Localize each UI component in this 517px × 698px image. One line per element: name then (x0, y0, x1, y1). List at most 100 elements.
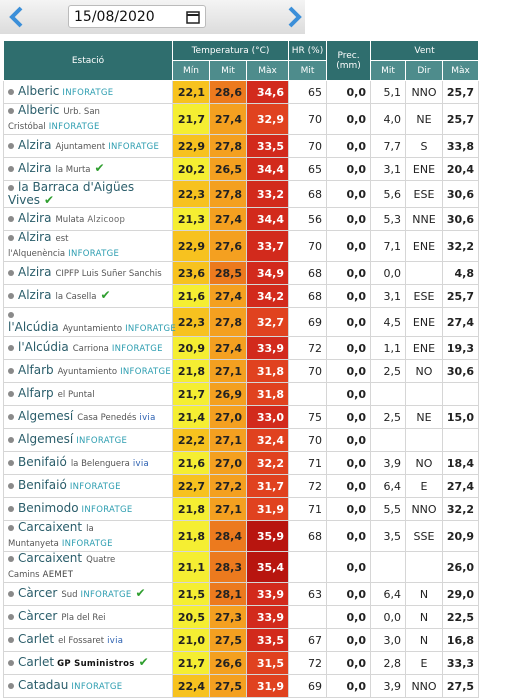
value-cell: 0,0 (326, 428, 371, 452)
source-badge: ivia (107, 635, 124, 646)
value-cell: 71 (288, 451, 327, 475)
value-cell: 33,7 (246, 230, 289, 262)
station-place: la Muntanyeta (8, 524, 94, 549)
value-cell: 4,0 (370, 103, 406, 135)
value-cell: 27,0 (209, 405, 247, 429)
station-row: l'Alcúdia Carriona INFORATGE 20,9 27,4 33,9 72… (3, 336, 480, 360)
value-cell: 26,6 (209, 651, 247, 675)
station-place: Ajuntament (55, 141, 106, 152)
station-cell: Alzira est l'Alquenència INFORATGE (3, 230, 173, 262)
value-cell: 0,0 (326, 628, 371, 652)
value-cell: 0,0 (326, 207, 371, 231)
station-name[interactable]: Alzira (18, 160, 52, 175)
subheader: Mit (370, 60, 406, 81)
value-cell: 27,2 (209, 474, 247, 498)
subheader: Mit (288, 60, 327, 81)
source-badge: AEMET (42, 570, 74, 580)
prev-day[interactable] (6, 5, 28, 29)
value-cell (441, 382, 480, 406)
station-cell: Alfarb Ayuntamiento INFORATGE (3, 359, 173, 383)
station-name[interactable]: Alzira (18, 287, 52, 302)
station-name[interactable]: Carcaixent (18, 551, 83, 565)
value-cell: 6,4 (370, 474, 406, 498)
value-cell: 28,3 (209, 551, 247, 583)
station-name[interactable]: Càrcer (18, 608, 58, 623)
status-dot (8, 142, 14, 149)
station-row: Alzira la Casella ✔ 21,6 27,4 34,2 68 0,0 3,1 ESE… (3, 284, 480, 308)
value-cell (288, 551, 327, 583)
status-dot (8, 292, 14, 299)
station-name[interactable]: Alzira (18, 137, 52, 152)
value-cell: 25,7 (441, 80, 480, 104)
subheader: Màx (246, 60, 289, 81)
station-place: Carriona (72, 343, 109, 354)
value-cell: 2,5 (370, 405, 406, 429)
station-name[interactable]: Catadau (18, 677, 69, 692)
station-cell: l'Alcúdia Carriona INFORATGE (3, 336, 173, 360)
source-badge: INFORATGE (120, 366, 172, 377)
value-cell: 21,3 (172, 207, 210, 231)
status-dot (8, 659, 14, 666)
station-name[interactable]: Alfarb (18, 362, 54, 377)
status-dot (8, 413, 14, 420)
station-name[interactable]: Alzira (18, 264, 52, 279)
station-name[interactable]: Alberic (18, 83, 60, 98)
station-place: la Belenguera (70, 458, 130, 469)
station-name[interactable]: Alberic (18, 103, 60, 117)
station-name[interactable]: l'Alcúdia (18, 339, 69, 354)
value-cell: 23,6 (172, 261, 210, 285)
value-cell: 26,5 (209, 157, 247, 181)
station-name[interactable]: Carcaixent (18, 520, 83, 534)
status-dot (8, 235, 14, 241)
station-cell: Algemesí INFORATGE (3, 428, 173, 452)
value-cell: 0,0 (326, 405, 371, 429)
value-cell: ENE (405, 336, 443, 360)
station-place: el Fossaret (58, 635, 105, 646)
station-name[interactable]: Benimodo (18, 500, 79, 515)
next-day[interactable] (283, 5, 305, 29)
value-cell: 33,8 (441, 134, 480, 158)
station-name[interactable]: Benifaió (18, 477, 67, 492)
station-name[interactable]: Algemesí (18, 431, 74, 446)
station-name[interactable]: Càrcer (18, 585, 58, 600)
station-name[interactable]: l'Alcúdia (8, 320, 59, 334)
station-name[interactable]: Benifaió (18, 454, 67, 469)
value-cell: N (405, 628, 443, 652)
value-cell: 0,0 (326, 497, 371, 521)
source-badge: INFORATGE (62, 87, 114, 98)
station-name[interactable]: Carlet (18, 654, 55, 669)
value-cell: 72 (288, 474, 327, 498)
station-name[interactable]: la Barraca d'Aigües Vives (8, 180, 135, 207)
value-cell: 27,6 (209, 230, 247, 262)
station-name[interactable]: Algemesí (18, 408, 74, 423)
verified-icon: ✔ (138, 654, 149, 669)
subheader: Mín (172, 60, 210, 81)
value-cell: 34,4 (246, 207, 289, 231)
value-cell: SSE (405, 520, 443, 552)
value-cell: 6,4 (370, 582, 406, 606)
station-cell: Benifaió INFORATGE (3, 474, 173, 498)
value-cell: 68 (288, 261, 327, 285)
station-name[interactable]: Carlet (18, 631, 55, 646)
station-cell: Algemesí Casa Penedés ivia (3, 405, 173, 429)
value-cell: 33,9 (246, 336, 289, 360)
value-cell: 20,9 (441, 520, 480, 552)
value-cell: 70 (288, 230, 327, 262)
value-cell: 27,4 (441, 474, 480, 498)
status-dot (8, 682, 14, 689)
value-cell: 27,5 (209, 674, 247, 698)
station-name[interactable]: Alzira (18, 230, 52, 244)
source-badge: GP Suministros (57, 658, 135, 669)
date-input[interactable]: 15/08/2020 (68, 5, 206, 28)
value-cell: 0,0 (326, 80, 371, 104)
value-cell: 31,8 (246, 359, 289, 383)
calendar-icon[interactable] (186, 10, 200, 24)
header: Prec. (mm) (326, 40, 371, 81)
value-cell: 2,8 (370, 651, 406, 675)
station-name[interactable]: Alfarp (18, 385, 54, 400)
station-cell: Carlet el Fossaret ivia (3, 628, 173, 652)
station-name[interactable]: Alzira (18, 210, 52, 225)
station-cell: l'Alcúdia Ayuntamiento INFORATGE (3, 307, 176, 337)
status-dot (8, 269, 14, 276)
value-cell: 31,8 (246, 382, 289, 406)
